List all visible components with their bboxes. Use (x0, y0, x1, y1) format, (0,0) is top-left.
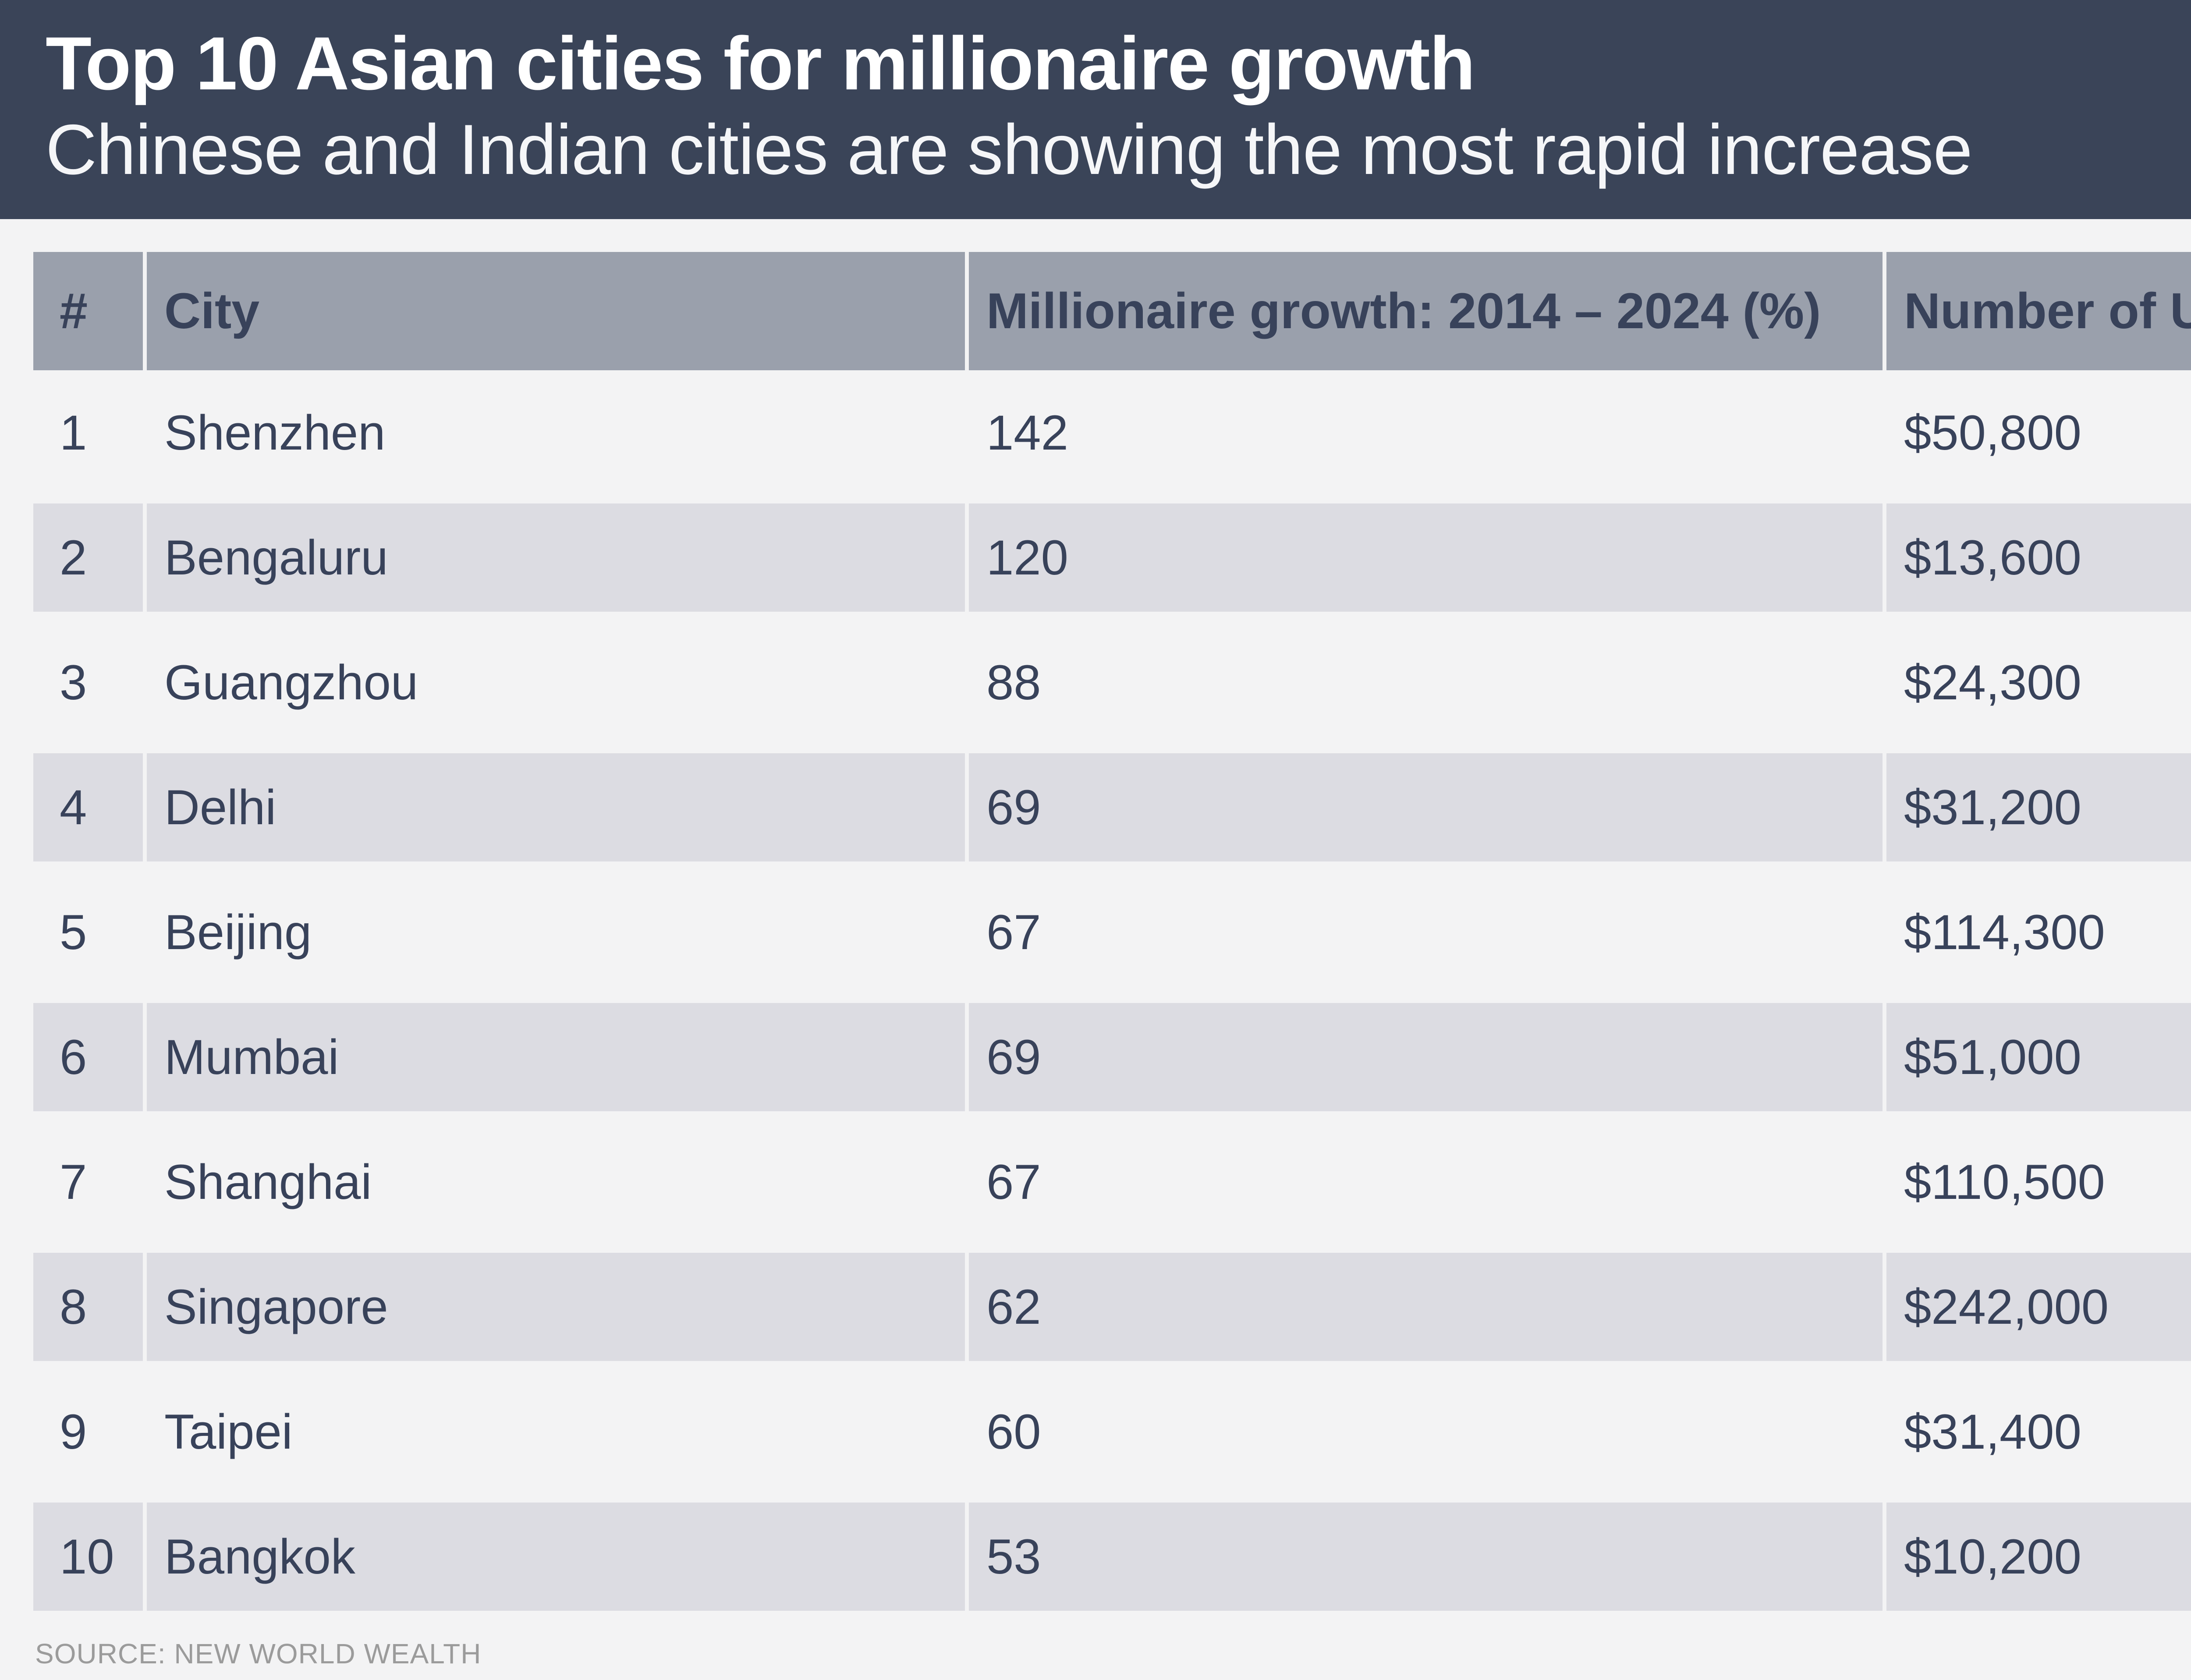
page-subtitle: Chinese and Indian cities are showing th… (46, 110, 1973, 190)
millionaires-cell: $24,300 (1883, 620, 2191, 745)
growth-cell: 62 (965, 1253, 1883, 1361)
growth-cell: 88 (965, 620, 1883, 745)
table-row: 4 Delhi 69 $31,200 (33, 745, 2191, 870)
rank-cell: 10 (60, 1529, 114, 1584)
rank-cell: 8 (60, 1279, 87, 1334)
title-banner: Top 10 Asian cities for millionaire grow… (0, 0, 2191, 219)
millionaires-cell: $114,300 (1883, 870, 2191, 995)
city-cell: Guangzhou (143, 620, 965, 745)
rank-cell: 9 (60, 1404, 87, 1459)
city-cell: Shanghai (143, 1120, 965, 1244)
rank-cell: 7 (60, 1155, 87, 1209)
table-row: 7 Shanghai 67 $110,500 (33, 1120, 2191, 1244)
growth-cell: 67 (965, 1120, 1883, 1244)
city-cell: Shenzhen (143, 370, 965, 495)
table-row: 5 Beijing 67 $114,300 (33, 870, 2191, 995)
rank-cell: 4 (60, 780, 87, 835)
column-header-city: City (143, 252, 965, 370)
city-cell: Beijing (143, 870, 965, 995)
table-row: 6 Mumbai 69 $51,000 (33, 995, 2191, 1120)
city-cell: Delhi (143, 753, 965, 861)
growth-cell: 69 (965, 1003, 1883, 1111)
column-header-label: Number of US$ millionaires (1904, 283, 2191, 339)
table-row: 8 Singapore 62 $242,000 (33, 1244, 2191, 1369)
millionaires-cell: $50,800 (1883, 370, 2191, 495)
column-header-label: # (60, 283, 88, 339)
rank-cell: 3 (60, 655, 87, 710)
city-cell: Mumbai (143, 1003, 965, 1111)
table-row: 1 Shenzhen 142 $50,800 (33, 370, 2191, 495)
rank-cell: 6 (60, 1030, 87, 1085)
millionaire-growth-table: # City Millionaire growth: 2014 – 2024 (… (33, 252, 2191, 1619)
source-note: SOURCE: NEW WORLD WEALTH (35, 1638, 482, 1669)
table-row: 2 Bengaluru 120 $13,600 (33, 495, 2191, 620)
column-header-label: City (164, 283, 260, 339)
millionaires-cell: $13,600 (1883, 503, 2191, 612)
growth-cell: 120 (965, 503, 1883, 612)
table-row: 9 Taipei 60 $31,400 (33, 1369, 2191, 1494)
growth-cell: 53 (965, 1503, 1883, 1611)
millionaires-cell: $10,200 (1883, 1503, 2191, 1611)
table-row: 3 Guangzhou 88 $24,300 (33, 620, 2191, 745)
millionaires-cell: $51,000 (1883, 1003, 2191, 1111)
page-title: Top 10 Asian cities for millionaire grow… (46, 21, 1475, 106)
growth-cell: 142 (965, 370, 1883, 495)
city-cell: Taipei (143, 1369, 965, 1494)
millionaires-cell: $242,000 (1883, 1253, 2191, 1361)
rank-cell: 5 (60, 905, 87, 960)
growth-cell: 69 (965, 753, 1883, 861)
rank-cell: 1 (60, 405, 87, 460)
city-cell: Bengaluru (143, 503, 965, 612)
table-header-row: # City Millionaire growth: 2014 – 2024 (… (33, 252, 2191, 370)
column-header-growth: Millionaire growth: 2014 – 2024 (%) (965, 252, 1883, 370)
column-header-rank: # (33, 252, 143, 370)
table-row: 10 Bangkok 53 $10,200 (33, 1494, 2191, 1619)
city-cell: Singapore (143, 1253, 965, 1361)
millionaires-cell: $31,400 (1883, 1369, 2191, 1494)
column-header-label: Millionaire growth: 2014 – 2024 (%) (986, 283, 1821, 339)
column-header-millionaires: Number of US$ millionaires (1883, 252, 2191, 370)
millionaires-cell: $31,200 (1883, 753, 2191, 861)
rank-cell: 2 (60, 530, 87, 585)
growth-cell: 60 (965, 1369, 1883, 1494)
growth-cell: 67 (965, 870, 1883, 995)
city-cell: Bangkok (143, 1503, 965, 1611)
millionaires-cell: $110,500 (1883, 1120, 2191, 1244)
